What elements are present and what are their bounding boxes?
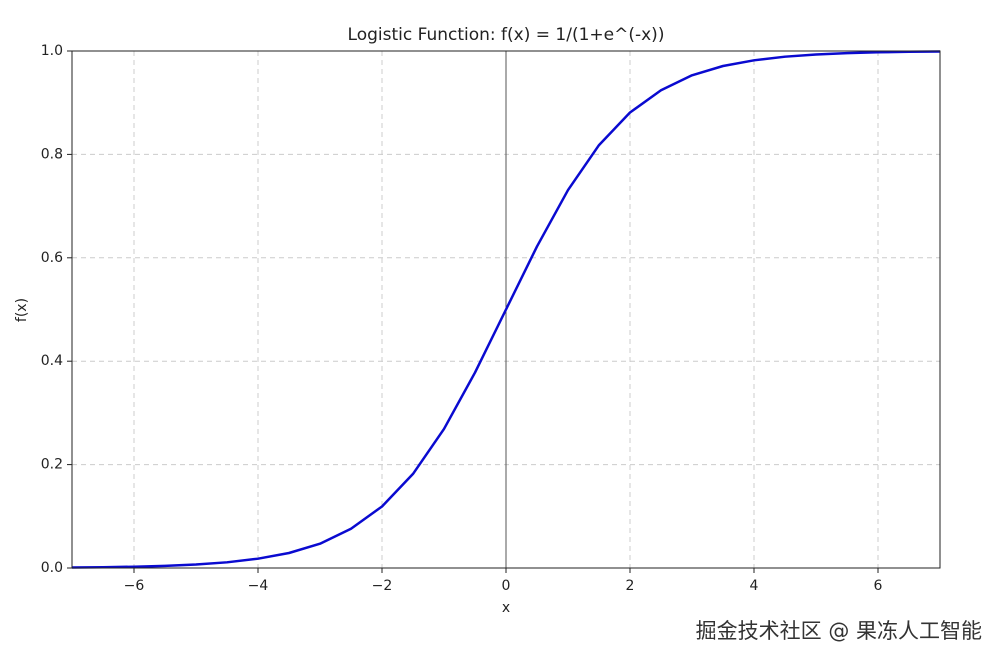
plot-frame: [71, 50, 941, 569]
y-tick-label: 0.0: [41, 560, 63, 576]
x-tick-label: −6: [124, 578, 145, 594]
x-tick-label: 2: [626, 578, 635, 594]
x-tick-label: 0: [502, 578, 511, 594]
x-tick-label: −2: [372, 578, 393, 594]
watermark: 掘金技术社区 @ 果冻人工智能: [696, 619, 982, 643]
x-axis-label: x: [502, 600, 510, 616]
y-tick-label: 0.4: [41, 353, 63, 369]
y-axis-label: f(x): [14, 298, 30, 322]
x-tick-label: 6: [874, 578, 883, 594]
x-tick-label: −4: [248, 578, 269, 594]
y-tick-label: 1.0: [41, 43, 63, 59]
x-tick-label: 4: [750, 578, 759, 594]
line: [71, 50, 941, 569]
chart-title: Logistic Function: f(x) = 1/(1+e^(-x)): [348, 25, 665, 45]
y-tick-label: 0.6: [41, 250, 63, 266]
y-tick-label: 0.8: [41, 146, 63, 162]
y-tick-label: 0.2: [41, 457, 63, 473]
